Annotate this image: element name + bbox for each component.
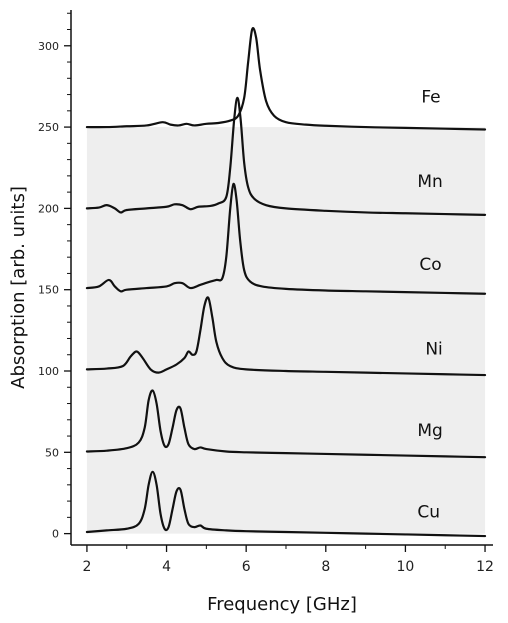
curves-group [85, 27, 487, 538]
series-label-mn: Mn [417, 172, 442, 192]
ticks-group: 2 4 6 8 10 12 0 50 100 150 200 250 300 [38, 12, 494, 575]
series-line-ni [85, 296, 487, 377]
series-label-cu: Cu [417, 502, 440, 522]
series-line-fe [85, 27, 487, 131]
x-axis-title: Frequency [GHz] [207, 594, 357, 615]
x-tick-label: 2 [82, 559, 91, 575]
x-tick-label: 12 [476, 559, 494, 575]
series-line-cu [85, 470, 487, 538]
y-tick-label: 200 [38, 202, 59, 215]
y-tick-label: 300 [38, 40, 59, 53]
shaded-background [86, 127, 486, 534]
y-tick-label: 50 [45, 446, 59, 459]
x-tick-label: 6 [242, 559, 251, 575]
x-tick-label: 4 [162, 559, 171, 575]
series-label-fe: Fe [421, 88, 440, 108]
series-line-mg [85, 389, 487, 459]
y-tick-label: 100 [38, 365, 59, 378]
x-tick-label: 8 [321, 559, 330, 575]
y-tick-label: 0 [52, 528, 59, 541]
y-tick-label: 250 [38, 121, 59, 134]
series-label-mg: Mg [417, 421, 442, 441]
series-line-co [85, 182, 487, 295]
y-tick-label: 150 [38, 284, 59, 297]
series-labels-group: Fe Mn Co Ni Mg Cu [417, 88, 442, 523]
x-tick-label: 10 [397, 559, 415, 575]
series-label-ni: Ni [425, 340, 442, 360]
series-label-co: Co [419, 255, 441, 275]
axes-group [70, 10, 493, 546]
series-line-mn [85, 96, 487, 216]
y-axis-title: Absorption [arb. units] [8, 186, 29, 389]
